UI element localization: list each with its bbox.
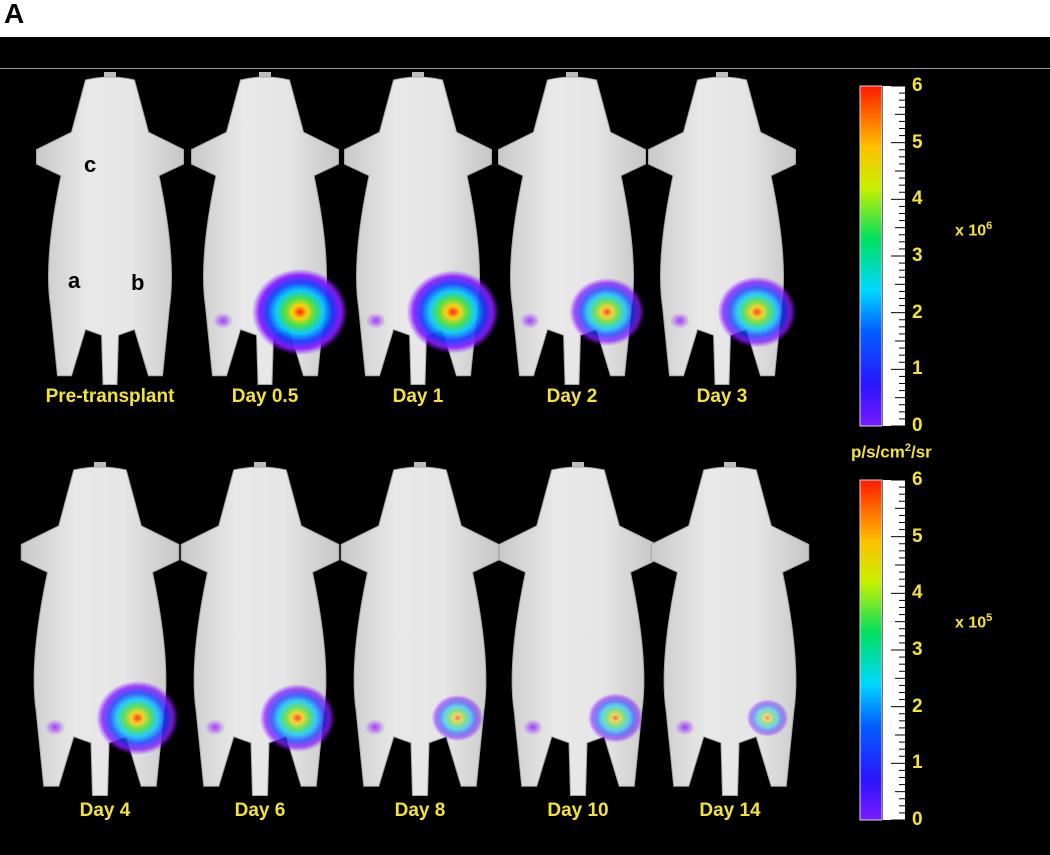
header-strip [0, 37, 1050, 69]
day-label-bottom-4: Day 14 [699, 800, 761, 821]
unit-label: p/s/cm2/sr [851, 442, 932, 462]
day-label-top-3: Day 2 [546, 386, 598, 407]
colorbar-top-label-5: 5 [912, 131, 923, 153]
colorbar-top-label-2: 2 [912, 301, 923, 323]
colorbar-bottom-label-5: 5 [912, 525, 923, 547]
colorbar-top-label-1: 1 [912, 358, 923, 380]
colorbar-top-label-0: 0 [912, 415, 923, 436]
colorbar-bottom-gradient [859, 479, 883, 821]
day-label-top-0: Pre-transplant [45, 386, 175, 407]
colorbar-top-gradient [859, 85, 883, 427]
panel-label: A [4, 0, 25, 29]
top-mouse-2 [344, 72, 500, 385]
day-label-top-2: Day 1 [392, 386, 444, 407]
colorbar-top-multiplier: x 106 [955, 220, 993, 240]
bottom-mouse-1 [180, 462, 340, 796]
bottom-mouse-3 [498, 462, 658, 796]
top-mouse-4 [648, 72, 797, 385]
colorbar-bottom-label-0: 0 [912, 809, 923, 830]
colorbar-bottom-label-3: 3 [912, 639, 923, 660]
colorbar-top-label-4: 4 [912, 188, 923, 210]
bottom-mouse-0 [20, 462, 180, 796]
day-label-bottom-3: Day 10 [547, 800, 609, 821]
site-label-b: b [131, 270, 145, 295]
colorbar-top-label-3: 3 [912, 245, 923, 266]
colorbar-top-label-6: 6 [912, 75, 923, 96]
day-label-top-4: Day 3 [696, 386, 748, 407]
top-mouse-0 [36, 72, 184, 385]
bottom-mouse-2 [340, 462, 500, 796]
day-label-bottom-1: Day 6 [234, 800, 286, 821]
day-label-top-1: Day 0.5 [231, 386, 299, 407]
top-mouse-3 [498, 72, 646, 385]
day-label-bottom-2: Day 8 [394, 800, 446, 821]
top-mouse-1 [191, 72, 348, 385]
day-label-bottom-0: Day 4 [79, 800, 131, 821]
colorbar-bottom-label-4: 4 [912, 582, 923, 604]
colorbar-bottom-label-6: 6 [912, 469, 923, 490]
site-label-a: a [68, 268, 81, 293]
bottom-mouse-4 [650, 462, 810, 796]
site-label-c: c [84, 152, 97, 177]
colorbar-bottom-multiplier: x 105 [955, 612, 993, 632]
colorbar-bottom-label-2: 2 [912, 695, 923, 717]
colorbar-bottom-label-1: 1 [912, 752, 923, 774]
